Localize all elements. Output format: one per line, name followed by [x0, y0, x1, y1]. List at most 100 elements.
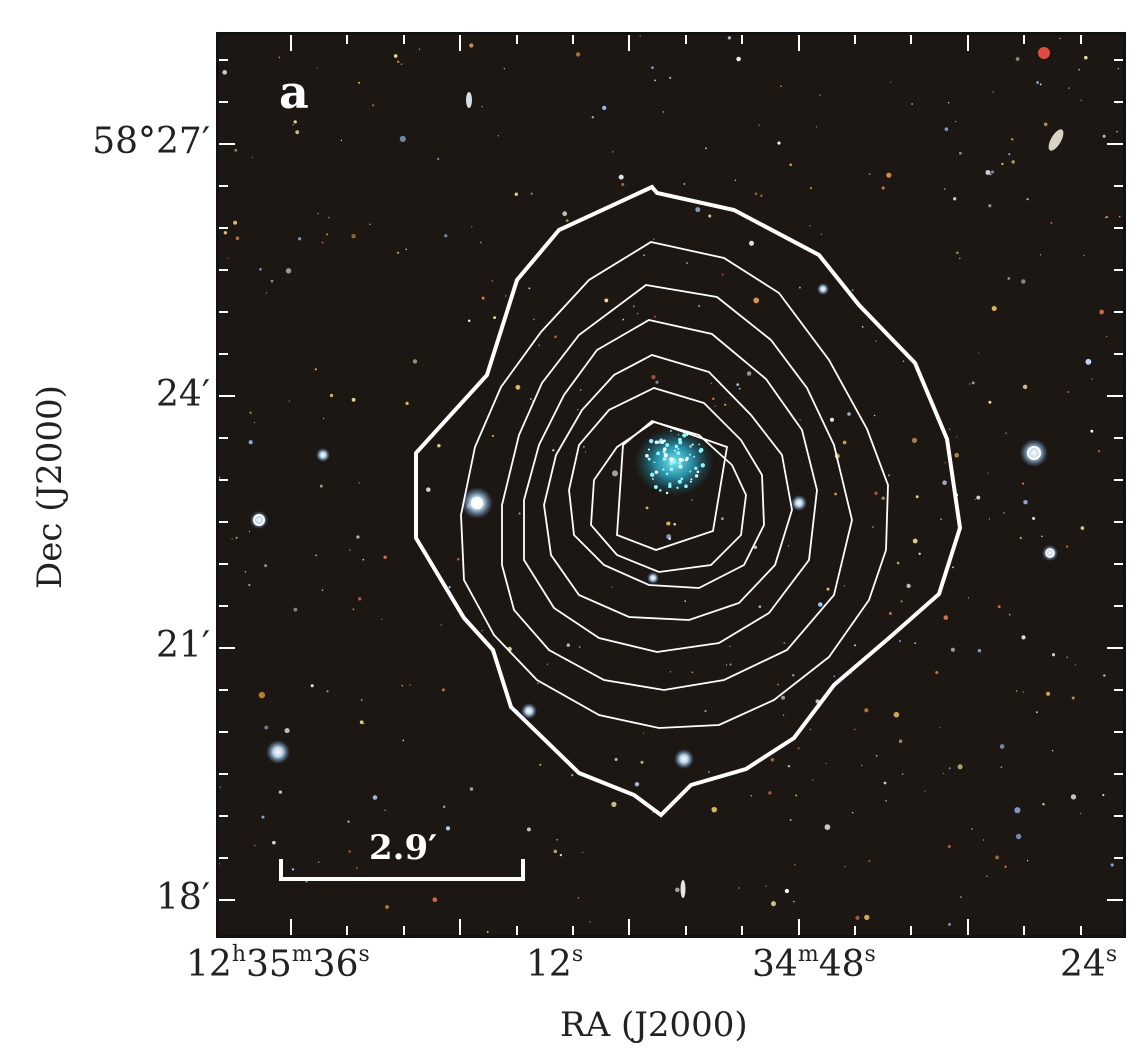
galaxy-star — [685, 456, 689, 460]
field-star — [546, 663, 549, 665]
field-star — [327, 216, 330, 219]
field-star — [381, 618, 383, 620]
field-star — [1015, 57, 1020, 61]
field-star — [1021, 482, 1025, 485]
field-star — [248, 530, 251, 533]
field-star — [704, 709, 707, 713]
field-star — [906, 583, 911, 589]
field-star — [825, 762, 827, 764]
contour-7 — [590, 421, 747, 573]
field-star — [233, 220, 238, 225]
field-star — [533, 318, 535, 320]
field-star — [695, 207, 701, 213]
field-star — [986, 472, 989, 474]
field-star — [1026, 859, 1029, 862]
field-star — [1078, 68, 1081, 71]
field-star — [591, 116, 594, 119]
field-star — [829, 417, 835, 422]
field-star — [890, 81, 892, 83]
galaxy-star — [694, 466, 698, 470]
galaxy-star — [652, 478, 654, 480]
field-star — [369, 223, 371, 226]
field-star — [1103, 674, 1106, 677]
field-star — [855, 915, 860, 920]
field-star — [481, 629, 483, 632]
field-star — [319, 484, 323, 488]
axis-ticks — [219, 35, 1123, 935]
field-star — [960, 896, 962, 898]
field-star — [1071, 696, 1075, 700]
field-star — [640, 760, 644, 764]
field-star — [691, 671, 694, 674]
galaxy-star — [659, 438, 663, 442]
contour-5 — [543, 354, 793, 621]
field-star — [491, 280, 494, 282]
field-star — [889, 612, 892, 615]
field-star — [1015, 690, 1018, 692]
field-star — [288, 400, 290, 402]
galaxy-star — [669, 457, 674, 462]
galaxy-star — [665, 491, 669, 495]
field-star — [358, 481, 361, 484]
galaxy-star — [662, 450, 666, 454]
field-star — [554, 335, 557, 339]
field-star — [351, 234, 356, 239]
field-star — [1050, 221, 1053, 224]
field-star — [1026, 197, 1029, 201]
field-star — [426, 487, 431, 492]
field-star — [899, 640, 901, 642]
galaxy-star — [662, 468, 665, 471]
bright-star — [1042, 545, 1058, 561]
field-star — [992, 91, 994, 93]
field-star — [881, 496, 885, 500]
field-star — [900, 600, 903, 603]
field-star — [528, 287, 531, 290]
field-star — [259, 267, 262, 271]
field-star — [854, 644, 856, 647]
field-star — [746, 371, 752, 376]
field-star — [622, 318, 625, 321]
field-star — [643, 254, 646, 257]
field-star — [787, 765, 791, 768]
galaxy-star — [682, 433, 687, 438]
field-star — [986, 875, 988, 878]
field-star — [235, 536, 238, 539]
field-star — [864, 914, 870, 921]
field-star — [818, 602, 823, 607]
field-star — [826, 587, 830, 591]
field-star — [315, 554, 318, 557]
galaxy-star — [678, 458, 683, 462]
galaxy-star — [653, 461, 656, 464]
contour-inner — [616, 419, 729, 551]
field-star — [632, 305, 635, 308]
field-star — [284, 728, 290, 734]
field-star — [1003, 512, 1005, 514]
field-star — [1080, 99, 1082, 101]
galaxy-star — [662, 457, 666, 461]
field-star — [611, 801, 617, 808]
field-star — [736, 383, 740, 386]
field-star — [978, 352, 980, 354]
field-star — [754, 192, 758, 196]
field-star — [612, 151, 614, 153]
field-star — [1004, 865, 1007, 868]
field-star — [971, 381, 975, 385]
field-star — [1068, 87, 1070, 89]
galaxy-star — [665, 472, 669, 476]
field-star — [976, 495, 981, 500]
field-star — [971, 828, 973, 830]
field-star — [1032, 516, 1036, 520]
field-star — [405, 248, 408, 251]
field-star — [770, 901, 777, 907]
field-star — [559, 853, 563, 857]
galaxy-star — [669, 467, 674, 472]
field-star — [326, 690, 329, 693]
galaxy-star — [650, 473, 653, 477]
field-star — [291, 868, 295, 871]
field-star — [669, 671, 671, 673]
field-star — [707, 771, 710, 773]
field-star — [833, 675, 836, 678]
field-star — [1080, 526, 1085, 530]
field-star — [611, 470, 619, 477]
field-star — [1036, 81, 1039, 84]
